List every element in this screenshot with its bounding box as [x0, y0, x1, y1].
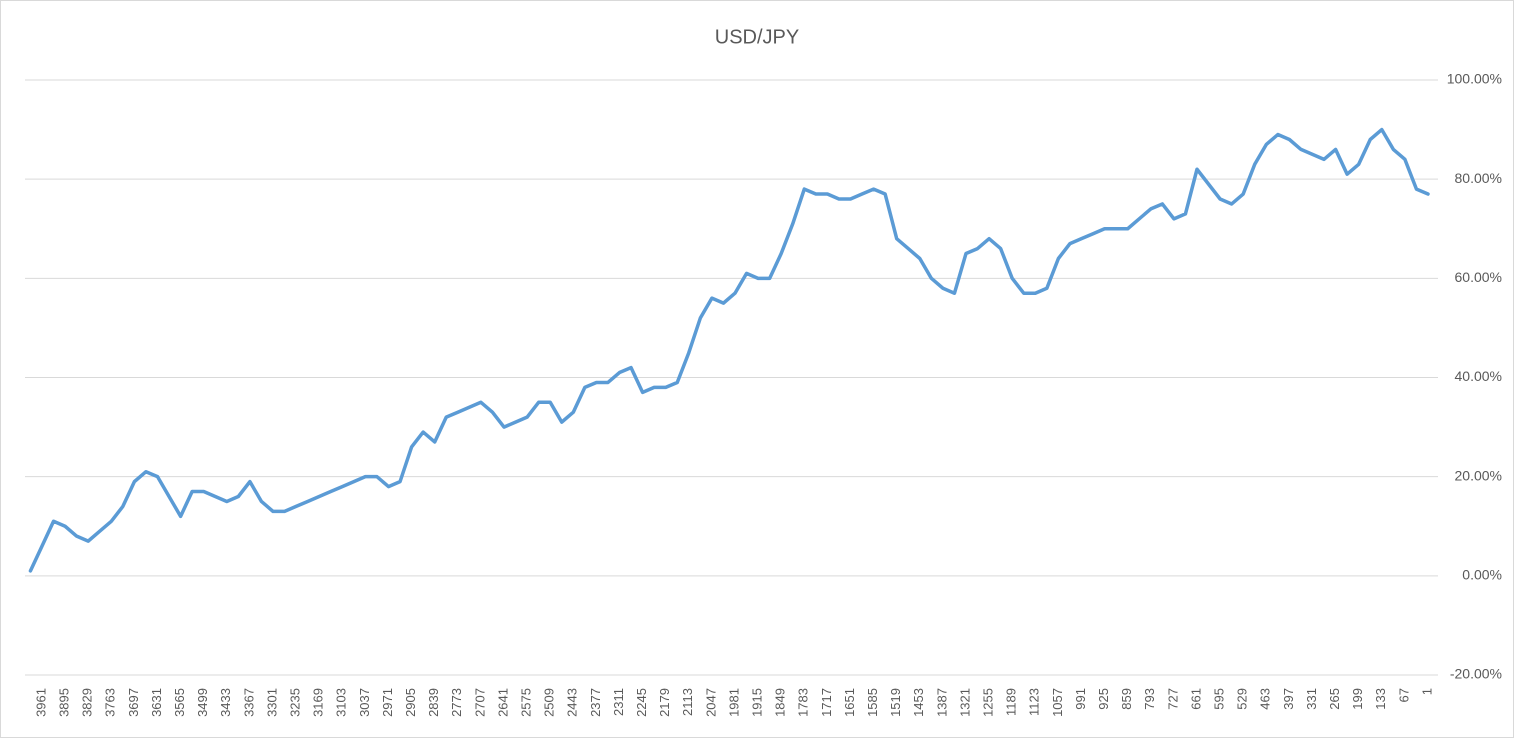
x-tick-label: 2905	[403, 688, 418, 717]
x-tick-label: 2113	[680, 688, 695, 716]
x-tick-label: 2575	[519, 688, 534, 717]
x-tick-label: 727	[1165, 688, 1180, 710]
x-tick-label: 2047	[703, 688, 718, 717]
x-tick-label: 1585	[865, 688, 880, 717]
x-tick-label: 3235	[288, 688, 303, 717]
x-tick-label: 991	[1073, 688, 1088, 710]
x-tick-label: 1189	[1004, 688, 1019, 716]
y-tick-label: 0.00%	[1462, 567, 1502, 583]
x-tick-label: 2509	[542, 688, 557, 717]
x-tick-label: 2773	[449, 688, 464, 717]
x-tick-label: 1453	[911, 688, 926, 717]
x-tick-label: 2641	[495, 688, 510, 717]
x-tick-label: 1387	[934, 688, 949, 717]
x-tick-label: 3169	[311, 688, 326, 717]
x-tick-label: 2245	[634, 688, 649, 717]
line-series	[28, 127, 1430, 573]
x-tick-label: 3301	[264, 688, 279, 717]
x-tick-label: 3367	[241, 688, 256, 717]
x-tick-label: 463	[1258, 688, 1273, 710]
x-tick-label: 793	[1142, 688, 1157, 710]
x-tick-label: 3697	[126, 688, 141, 717]
y-tick-label: 60.00%	[1455, 269, 1502, 285]
x-tick-label: 1123	[1027, 688, 1042, 716]
x-tick-label: 1981	[726, 688, 741, 717]
x-tick-label: 2311	[611, 688, 626, 716]
x-tick-label: 1651	[842, 688, 857, 717]
x-tick-label: 1255	[981, 688, 996, 717]
x-tick-label: 925	[1096, 688, 1111, 710]
x-tick-label: 3433	[218, 688, 233, 717]
x-tick-label: 331	[1304, 688, 1319, 710]
x-tick-label: 529	[1235, 688, 1250, 710]
y-tick-label: 80.00%	[1455, 170, 1502, 186]
x-tick-label: 1	[1419, 688, 1434, 695]
chart-title: USD/JPY	[715, 26, 799, 48]
x-tick-label: 3499	[195, 688, 210, 717]
x-tick-label: 3631	[149, 688, 164, 717]
x-tick-label: 3895	[57, 688, 72, 717]
y-tick-label: -20.00%	[1450, 666, 1502, 682]
x-tick-label: 2839	[426, 688, 441, 717]
x-tick-label: 595	[1212, 688, 1227, 710]
x-tick-label: 1321	[957, 688, 972, 717]
x-tick-label: 3103	[334, 688, 349, 717]
x-tick-label: 3565	[172, 688, 187, 717]
y-tick-label: 100.00%	[1447, 71, 1502, 87]
x-tick-label: 1783	[796, 688, 811, 717]
x-tick-label: 1519	[888, 688, 903, 717]
x-tick-label: 3763	[103, 688, 118, 717]
x-tick-label: 1717	[819, 688, 834, 717]
x-tick-label: 3037	[357, 688, 372, 717]
y-tick-label: 20.00%	[1455, 467, 1502, 483]
x-tick-label: 2707	[472, 688, 487, 717]
x-tick-label: 1057	[1050, 688, 1065, 717]
x-tick-label: 3961	[33, 688, 48, 717]
x-tick-label: 2443	[565, 688, 580, 717]
x-tick-label: 67	[1396, 688, 1411, 702]
x-tick-label: 397	[1281, 688, 1296, 710]
x-tick-label: 2377	[588, 688, 603, 717]
x-tick-label: 199	[1350, 688, 1365, 710]
x-tick-label: 133	[1373, 688, 1388, 710]
x-tick-label: 1849	[773, 688, 788, 717]
y-tick-label: 40.00%	[1455, 368, 1502, 384]
x-tick-label: 1915	[750, 688, 765, 717]
x-tick-label: 2179	[657, 688, 672, 717]
x-tick-label: 2971	[380, 688, 395, 717]
x-tick-label: 859	[1119, 688, 1134, 710]
x-tick-label: 661	[1188, 688, 1203, 710]
x-tick-label: 265	[1327, 688, 1342, 710]
x-tick-label: 3829	[80, 688, 95, 717]
